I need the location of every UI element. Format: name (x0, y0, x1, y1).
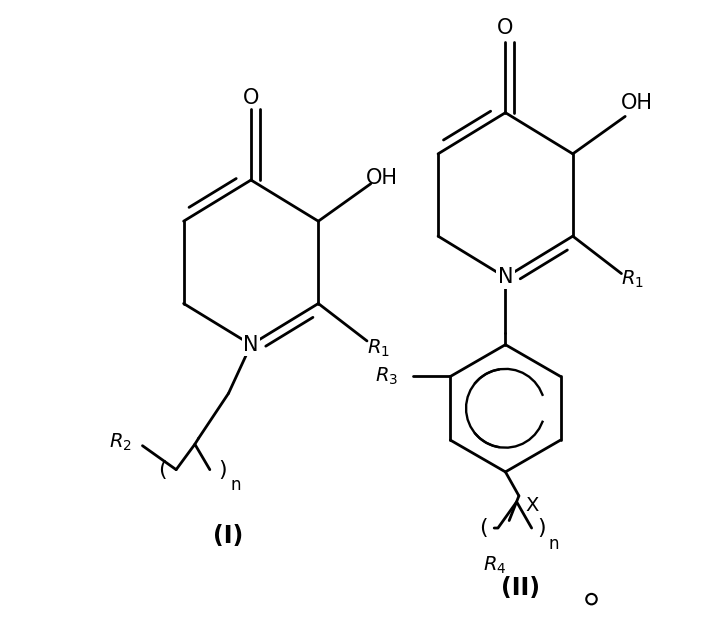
Text: OH: OH (620, 93, 652, 113)
Text: ): ) (219, 460, 227, 480)
Text: N: N (243, 335, 259, 355)
Text: n: n (549, 536, 559, 554)
Text: $R_1$: $R_1$ (367, 338, 390, 359)
Text: ): ) (537, 518, 546, 538)
Text: OH: OH (366, 168, 398, 188)
Text: $R_4$: $R_4$ (482, 555, 506, 576)
Text: (: ( (479, 518, 487, 538)
Text: N: N (498, 267, 513, 287)
Text: (II): (II) (501, 576, 540, 600)
Text: (: ( (158, 460, 167, 480)
Text: n: n (231, 476, 242, 494)
Text: $R_3$: $R_3$ (375, 366, 398, 387)
Text: (I): (I) (214, 524, 244, 547)
Text: $R_2$: $R_2$ (109, 431, 132, 453)
Text: X: X (525, 496, 539, 515)
Text: O: O (243, 88, 259, 108)
Text: O: O (498, 18, 513, 38)
Text: $R_1$: $R_1$ (621, 269, 644, 290)
